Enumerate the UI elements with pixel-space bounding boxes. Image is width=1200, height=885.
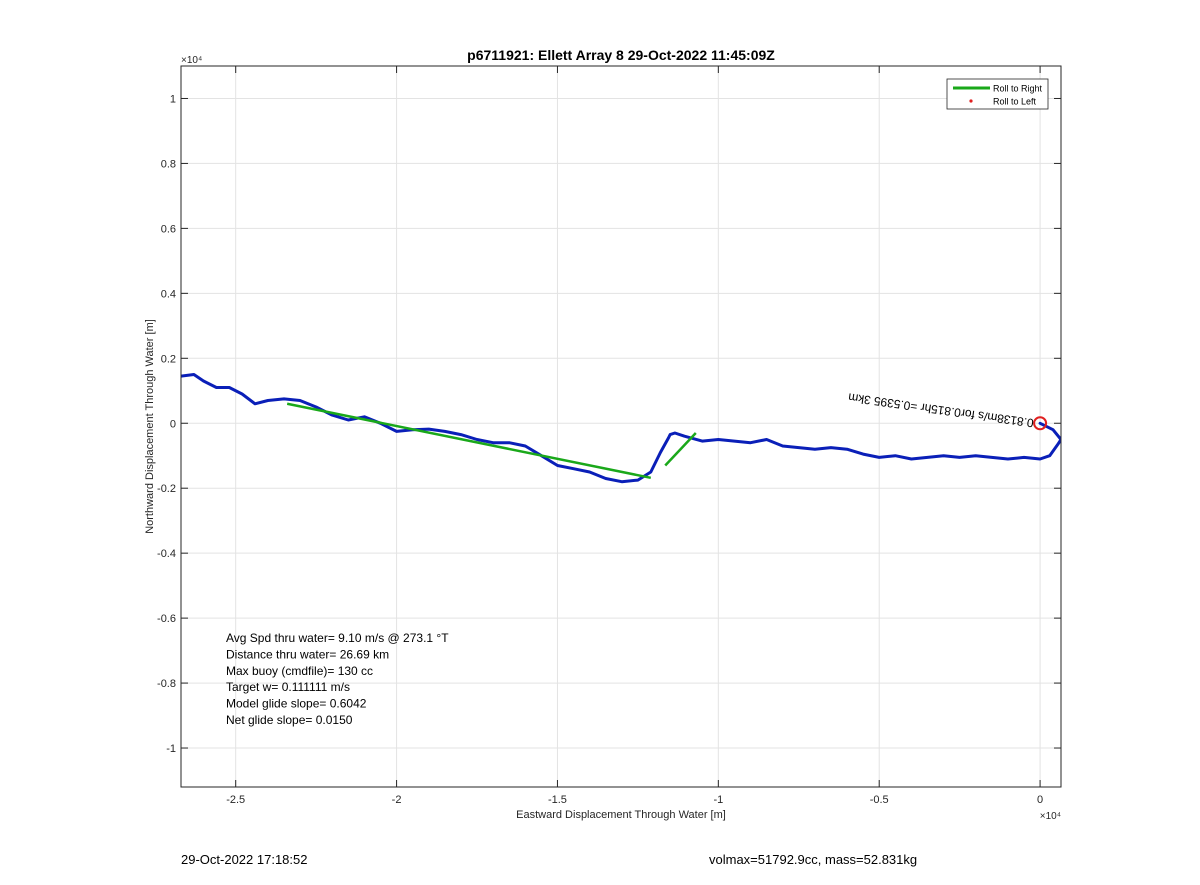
y-tick-label: 1 [170, 93, 176, 105]
series-clipped [181, 373, 1061, 484]
legend: Roll to Right Roll to Left [946, 78, 1049, 110]
x-tick-label: -1.5 [548, 794, 567, 806]
y-tick-label: -1 [166, 743, 176, 755]
legend-dot-swatch [969, 99, 973, 103]
y-tick-label: -0.4 [157, 548, 176, 560]
y-axis-label: Northward Displacement Through Water [m] [144, 319, 156, 534]
stats-line: Model glide slope= 0.6042 [226, 697, 367, 711]
x-tick-label: -2.5 [226, 794, 245, 806]
grid-lines [181, 66, 1061, 787]
x-tick-label: 0 [1037, 794, 1043, 806]
x-tick-label: -1 [713, 794, 723, 806]
x-axis-label: Eastward Displacement Through Water [m] [516, 809, 726, 821]
stats-line: Target w= 0.111111 m/s [226, 680, 350, 694]
y-tick-label: -0.6 [157, 613, 176, 625]
axes: -2.5 -2 -1.5 -1 -0.5 0 -1 -0.8 -0.6 -0.4 -0.2 0 0.2 0… [157, 66, 1061, 806]
footer-timestamp: 29-Oct-2022 17:18:52 [181, 852, 308, 867]
plot-area [181, 66, 1061, 787]
y-tick-label: 0.8 [161, 158, 176, 170]
y-tick-label: -0.8 [157, 678, 176, 690]
y-tick-label: 0.6 [161, 223, 176, 235]
plot-frame [180, 65, 1062, 788]
y-tick-label: 0 [170, 418, 176, 430]
legend-box [946, 78, 1049, 110]
stats-line: Net glide slope= 0.0150 [226, 713, 353, 727]
x-tick-label: -2 [392, 794, 402, 806]
footer-vol-mass: volmax=51792.9cc, mass=52.831kg [709, 852, 918, 867]
roll-right-segment [664, 432, 697, 467]
axis-labels: p6711921: Ellett Array 8 29-Oct-2022 11:… [144, 47, 1061, 822]
chart-title: p6711921: Ellett Array 8 29-Oct-2022 11:… [467, 47, 775, 63]
x-tick-label: -0.5 [870, 794, 889, 806]
y-tick-label: -0.2 [157, 483, 176, 495]
stats-line: Max buoy (cmdfile)= 130 cc [226, 664, 373, 678]
stats-line: Avg Spd thru water= 9.10 m/s @ 273.1 °T [226, 631, 449, 645]
series-layer [181, 373, 1061, 484]
stats-line: Distance thru water= 26.69 km [226, 647, 389, 661]
y-tick-label: 0.4 [161, 288, 176, 300]
roll-left-marker [1033, 416, 1048, 431]
legend-label: Roll to Left [993, 97, 1037, 107]
y-tick-label: 0.2 [161, 353, 176, 365]
legend-label: Roll to Right [993, 84, 1043, 94]
roll-right-segment [286, 402, 652, 480]
y-exponent-label: ×10⁴ [181, 55, 202, 66]
x-exponent-label: ×10⁴ [1040, 811, 1061, 822]
